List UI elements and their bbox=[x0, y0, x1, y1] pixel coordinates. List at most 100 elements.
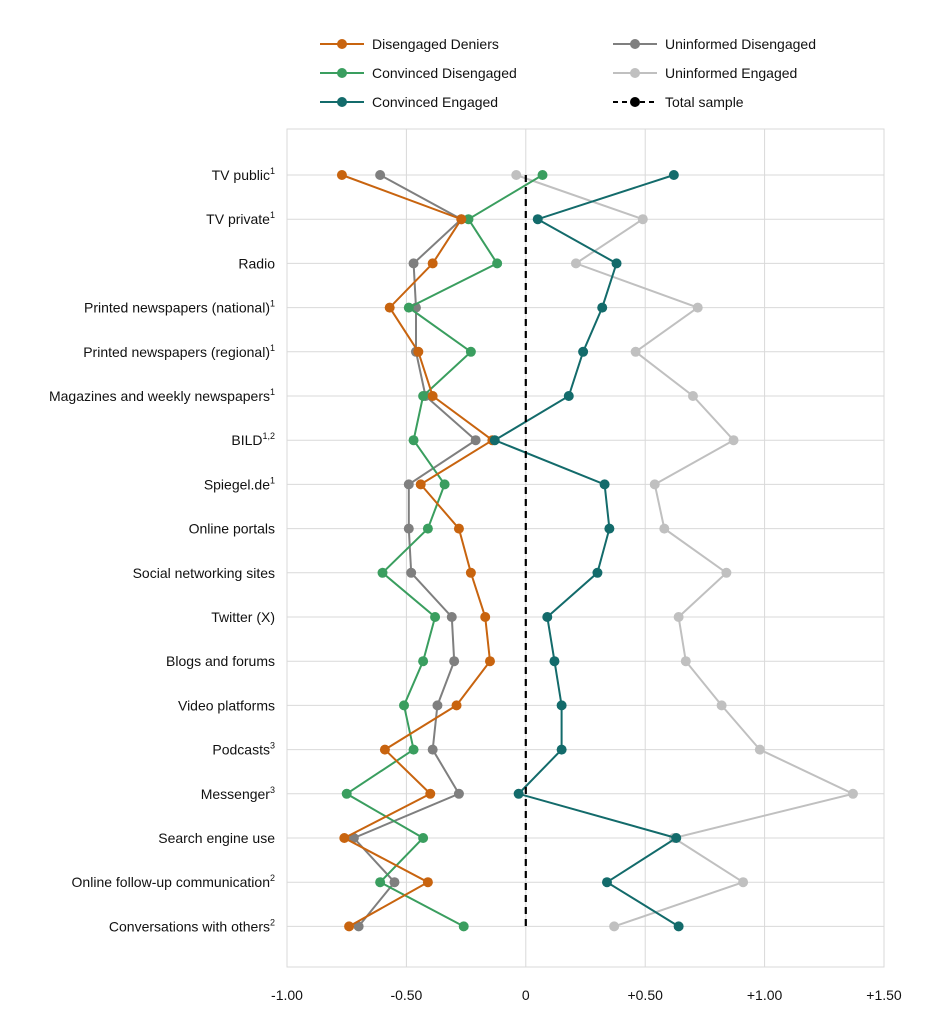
legend-swatch-marker bbox=[630, 68, 640, 78]
data-point bbox=[599, 479, 610, 490]
plot-area bbox=[286, 128, 885, 968]
data-point bbox=[537, 170, 548, 180]
data-point bbox=[403, 302, 414, 313]
legend-item: Convinced Engaged bbox=[320, 94, 498, 110]
category-label-text: Podcasts bbox=[212, 742, 270, 758]
data-point bbox=[427, 391, 438, 401]
x-tick-label: -0.50 bbox=[390, 987, 422, 1003]
data-point bbox=[375, 170, 386, 180]
legend-label: Uninformed Engaged bbox=[665, 65, 797, 81]
data-point bbox=[671, 833, 682, 843]
data-point bbox=[542, 612, 553, 622]
category-label-text: BILD bbox=[231, 432, 262, 448]
data-point bbox=[721, 567, 732, 578]
data-point bbox=[377, 567, 388, 578]
legend-label: Disengaged Deniers bbox=[372, 36, 499, 52]
series-line bbox=[341, 174, 495, 928]
category-label-text: Social networking sites bbox=[133, 565, 275, 581]
grid-lines bbox=[286, 129, 885, 967]
x-tick-label: 0 bbox=[522, 987, 530, 1003]
legend-item: Convinced Disengaged bbox=[320, 65, 517, 81]
data-point bbox=[609, 921, 620, 932]
series-convinced-engaged bbox=[489, 170, 684, 932]
data-point bbox=[489, 435, 500, 446]
category-label: Printed newspapers (national)1 bbox=[84, 299, 275, 316]
x-tick-label: -1.00 bbox=[271, 987, 303, 1003]
series-uninformed-disengaged bbox=[348, 170, 481, 932]
data-point bbox=[430, 612, 441, 622]
data-point bbox=[480, 612, 491, 622]
plot-frame bbox=[286, 128, 885, 968]
data-point bbox=[728, 435, 739, 446]
data-point bbox=[408, 435, 419, 446]
data-point bbox=[549, 656, 560, 667]
category-label: Conversations with others2 bbox=[109, 917, 275, 934]
category-label-text: Printed newspapers (national) bbox=[84, 300, 270, 316]
data-point bbox=[484, 656, 495, 667]
data-point bbox=[389, 877, 400, 888]
data-point bbox=[408, 744, 419, 755]
data-point bbox=[418, 833, 429, 843]
data-point bbox=[556, 744, 567, 755]
data-point bbox=[463, 214, 474, 225]
data-point bbox=[432, 700, 443, 711]
series-line bbox=[492, 174, 680, 928]
category-label-text: Online portals bbox=[189, 521, 275, 537]
category-label-superscript: 1 bbox=[270, 475, 275, 485]
data-point bbox=[563, 391, 574, 401]
data-point bbox=[446, 612, 457, 622]
category-label: Messenger3 bbox=[201, 785, 275, 802]
data-point bbox=[513, 788, 524, 799]
data-point bbox=[406, 567, 417, 578]
data-point bbox=[348, 833, 359, 843]
category-label-superscript: 1,2 bbox=[262, 431, 275, 441]
category-label: Video platforms bbox=[178, 697, 275, 713]
category-label-text: Search engine use bbox=[158, 830, 275, 846]
category-label: BILD1,2 bbox=[231, 431, 275, 448]
category-label: TV public1 bbox=[212, 166, 275, 183]
data-point bbox=[556, 700, 567, 711]
series-line bbox=[352, 174, 478, 928]
data-point bbox=[451, 700, 462, 711]
legend-item: Disengaged Deniers bbox=[320, 36, 499, 52]
category-label: Blogs and forums bbox=[166, 653, 275, 669]
data-point bbox=[668, 170, 679, 180]
data-point bbox=[659, 523, 670, 534]
data-point bbox=[375, 877, 386, 888]
data-point bbox=[425, 788, 436, 799]
data-point bbox=[532, 214, 543, 225]
data-point bbox=[465, 346, 476, 357]
data-point bbox=[465, 567, 476, 578]
data-point bbox=[637, 214, 648, 225]
data-point bbox=[470, 435, 481, 446]
data-point bbox=[403, 479, 414, 490]
legend-swatch-marker bbox=[337, 39, 347, 49]
series-convinced-disengaged bbox=[341, 170, 548, 932]
category-label-text: TV public bbox=[212, 167, 270, 183]
data-point bbox=[379, 744, 390, 755]
data-point bbox=[673, 921, 684, 932]
data-point bbox=[341, 788, 352, 799]
series-uninformed-engaged bbox=[511, 170, 858, 932]
data-point bbox=[692, 302, 703, 313]
category-label-superscript: 1 bbox=[270, 299, 275, 309]
legend-item: Uninformed Disengaged bbox=[613, 36, 816, 52]
category-label: Twitter (X) bbox=[211, 609, 275, 625]
category-label: Radio bbox=[238, 255, 275, 271]
data-point bbox=[384, 302, 395, 313]
legend-swatch-marker bbox=[630, 97, 640, 107]
data-point bbox=[847, 788, 858, 799]
category-label: Magazines and weekly newspapers1 bbox=[49, 387, 275, 404]
data-point bbox=[439, 479, 450, 490]
legend-swatch-marker bbox=[337, 68, 347, 78]
legend-label: Convinced Engaged bbox=[372, 94, 498, 110]
category-label-superscript: 1 bbox=[270, 210, 275, 220]
legend-label: Total sample bbox=[665, 94, 744, 110]
category-label: Printed newspapers (regional)1 bbox=[83, 343, 275, 360]
data-point bbox=[403, 523, 414, 534]
data-point bbox=[458, 921, 469, 932]
data-point bbox=[399, 700, 410, 711]
category-label-superscript: 2 bbox=[270, 917, 275, 927]
